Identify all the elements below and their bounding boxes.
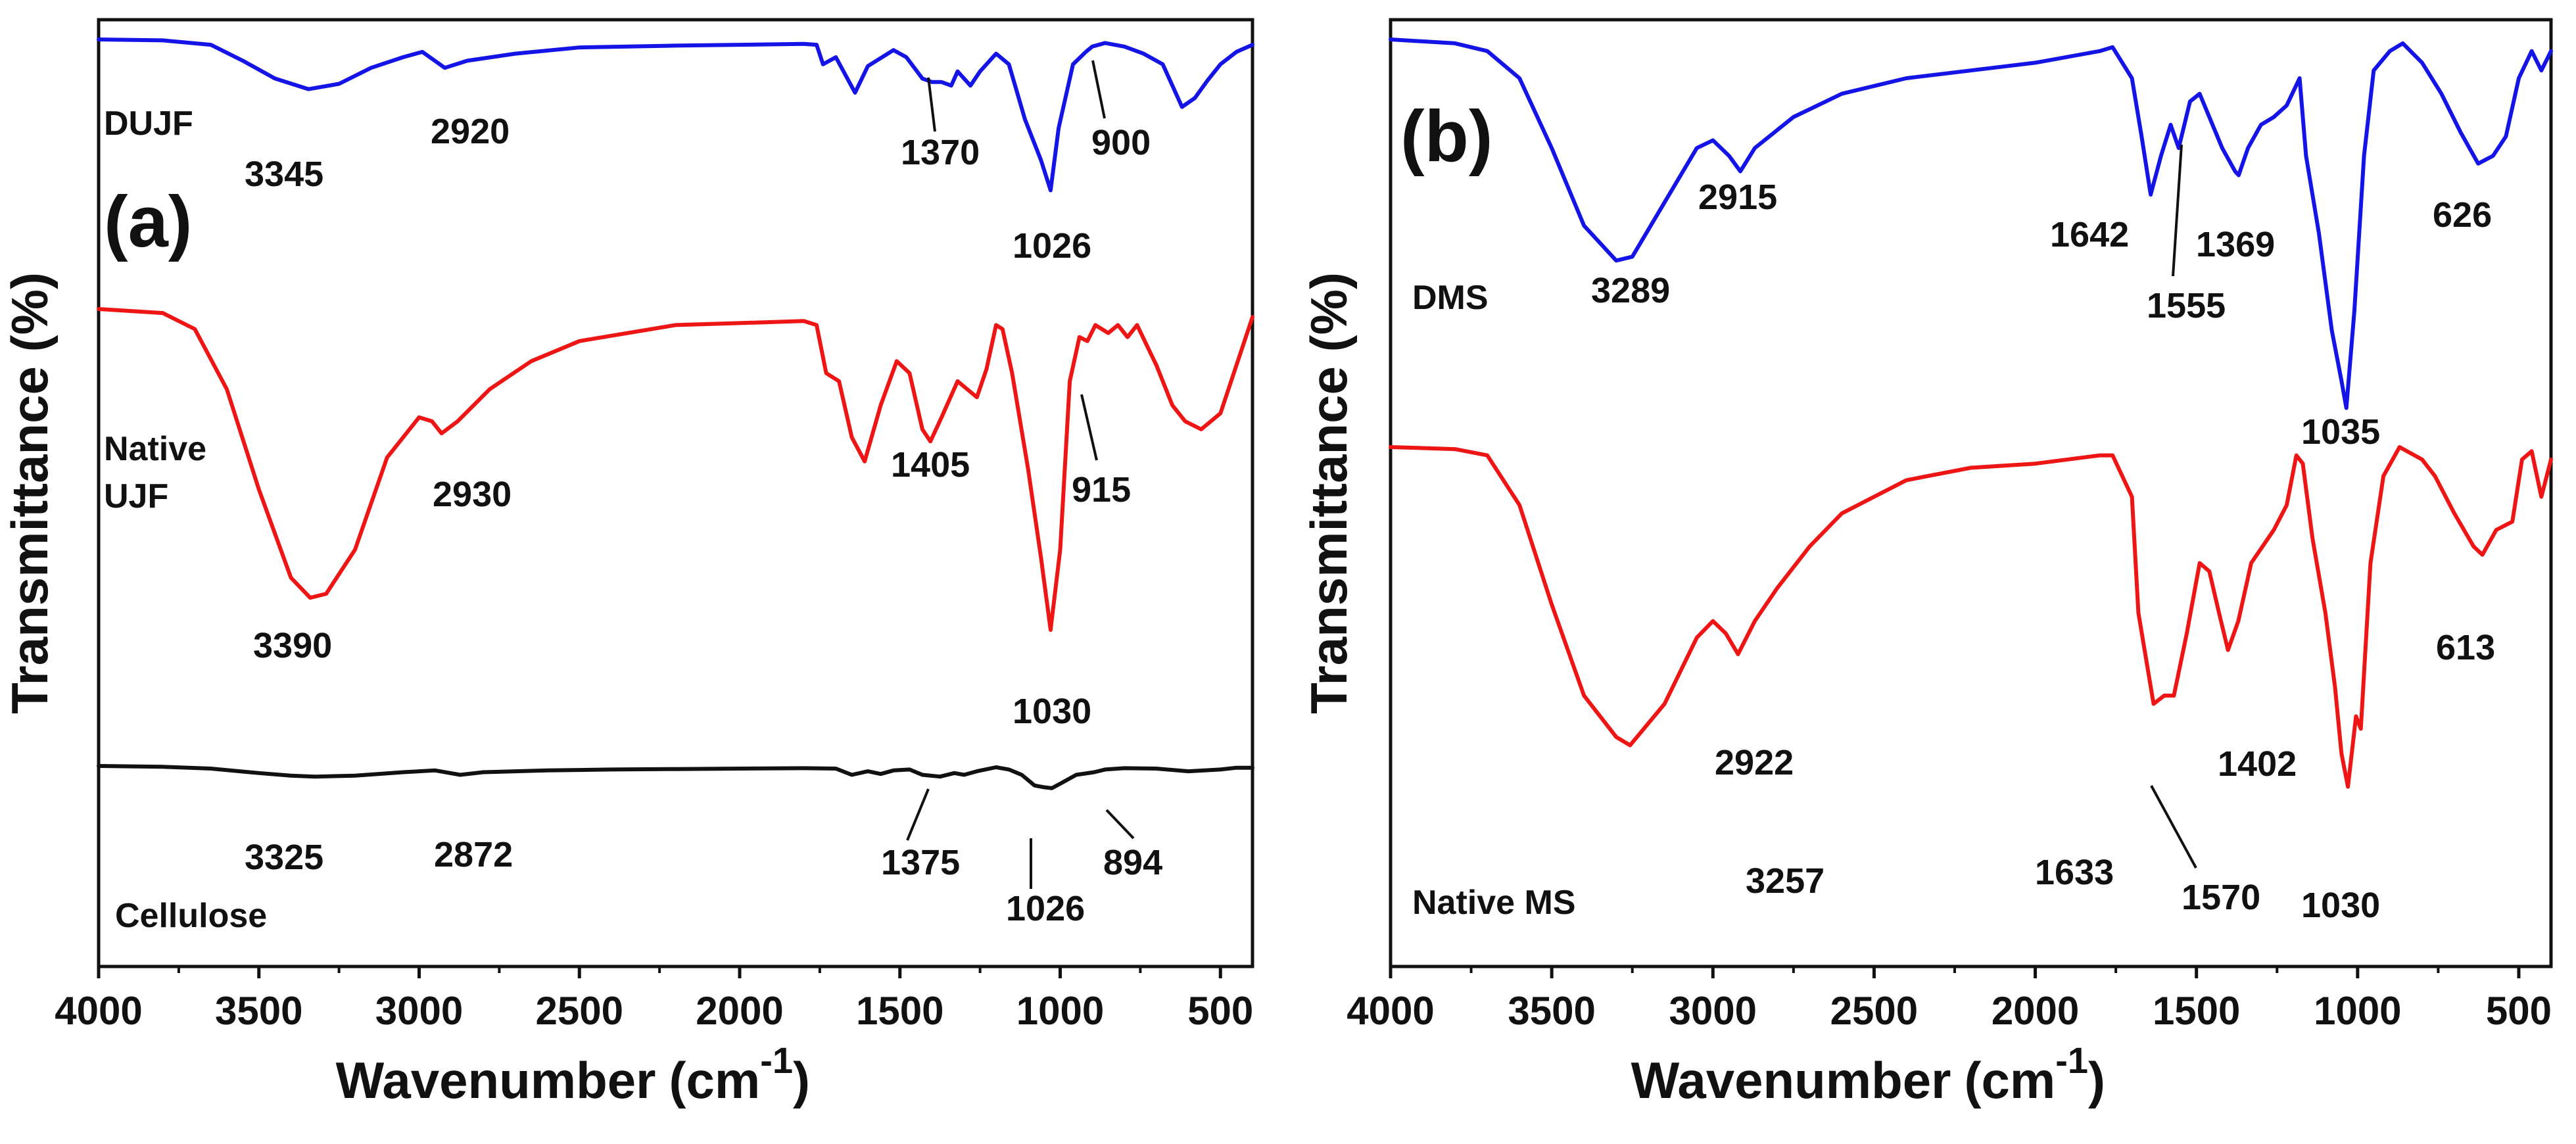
- peak-leader-line: [2150, 785, 2197, 869]
- panel-b: 4000 3500 3000 2500 2000 1500 1000 500 Wavenumbe…: [1300, 18, 2553, 1109]
- series-label: UJF: [104, 477, 168, 515]
- series-line-native-ujf: [97, 307, 1254, 632]
- series-line-native-ms: [1389, 445, 2553, 789]
- series-label: DMS: [1412, 279, 1489, 317]
- peak-leader-line: [927, 77, 936, 132]
- series-line-dujf: [97, 37, 1254, 193]
- peak-label: 1555: [2147, 286, 2226, 325]
- x-tick-label: 4000: [55, 989, 142, 1033]
- peak-leader-line: [1080, 394, 1098, 461]
- peak-leader-line: [906, 788, 930, 841]
- peak-label: 1030: [1013, 692, 1091, 731]
- panel-tag: (a): [104, 181, 192, 262]
- series-line-cellulose: [97, 764, 1254, 790]
- peak-label: 2920: [431, 112, 510, 151]
- peak-label: 2872: [434, 835, 513, 874]
- peak-label: 1402: [2218, 744, 2297, 784]
- x-tick-label: 500: [1187, 989, 1253, 1033]
- series-line-dms: [1389, 37, 2553, 410]
- peak-label: 1633: [2035, 853, 2114, 892]
- unit-exponent: -1: [2055, 1039, 2088, 1081]
- peak-label: 1030: [2301, 886, 2380, 925]
- peak-label: 3325: [245, 838, 323, 877]
- x-tick-label: 2500: [536, 989, 623, 1033]
- peak-label: 2930: [433, 475, 512, 514]
- x-axis-unit: (cm-1): [669, 1039, 811, 1109]
- peak-leader-line: [2172, 144, 2183, 277]
- peak-label: 1369: [2196, 225, 2275, 264]
- peak-label: 613: [2436, 628, 2495, 667]
- unit-exponent: -1: [760, 1039, 793, 1081]
- series-label: Cellulose: [115, 897, 267, 935]
- peak-label: 1570: [2182, 878, 2260, 917]
- y-axis-title: Transmittance (%): [1, 272, 59, 714]
- unit-base: cm: [1981, 1051, 2055, 1109]
- series-label: Native: [104, 430, 206, 468]
- panel-a: 4000 3500 3000 2500 2000 1500 1000 500 Wavenumbe…: [1, 18, 1254, 1109]
- plot-frame: [97, 18, 1254, 968]
- peak-label: 1035: [2301, 412, 2380, 452]
- peak-label: 1642: [2050, 215, 2129, 254]
- peak-label: 894: [1103, 843, 1162, 882]
- unit-close-paren: ): [793, 1051, 810, 1109]
- peak-label: 900: [1091, 123, 1151, 162]
- x-tick-label: 500: [2486, 989, 2552, 1033]
- x-tick-label: 1500: [856, 989, 943, 1033]
- peak-leader-line: [1091, 60, 1106, 119]
- peak-label: 3390: [253, 626, 332, 665]
- peak-label: 1026: [1013, 226, 1091, 266]
- peak-label: 3345: [245, 155, 323, 194]
- x-tick-label: 1000: [2314, 989, 2401, 1033]
- y-axis-title: Transmittance (%): [1300, 272, 1358, 714]
- peak-label: 1370: [901, 133, 980, 172]
- peak-label: 2922: [1715, 743, 1794, 782]
- unit-base: cm: [686, 1051, 760, 1109]
- x-axis-title: Wavenumber: [336, 1051, 656, 1109]
- peak-label: 3257: [1746, 861, 1825, 901]
- plot-frame: [1389, 18, 2553, 968]
- x-axis-unit: (cm-1): [1965, 1039, 2106, 1109]
- x-tick-label: 3500: [1508, 989, 1595, 1033]
- series-label: Native MS: [1412, 884, 1576, 922]
- unit-open-paren: (: [1965, 1051, 1982, 1109]
- x-tick-label: 4000: [1347, 989, 1434, 1033]
- x-tick-label: 3500: [215, 989, 302, 1033]
- panel-tag: (b): [1400, 96, 1492, 177]
- peak-label: 1375: [881, 843, 960, 882]
- peak-label: 3289: [1591, 271, 1670, 310]
- series-label: DUJF: [104, 105, 193, 143]
- unit-open-paren: (: [669, 1051, 686, 1109]
- peak-label: 1405: [891, 445, 970, 485]
- x-tick-label: 1000: [1016, 989, 1104, 1033]
- x-tick-label: 3000: [375, 989, 463, 1033]
- peak-label: 915: [1072, 470, 1131, 510]
- peak-label: 626: [2433, 195, 2492, 235]
- x-tick-label: 1500: [2153, 989, 2240, 1033]
- peak-leader-line: [1105, 809, 1135, 840]
- x-axis-title: Wavenumber: [1631, 1051, 1951, 1109]
- unit-close-paren: ): [2088, 1051, 2105, 1109]
- peak-label: 1026: [1006, 889, 1085, 928]
- x-tick-label: 3000: [1669, 989, 1757, 1033]
- x-tick-label: 2500: [1830, 989, 1918, 1033]
- peak-label: 2915: [1698, 178, 1777, 217]
- x-tick-label: 2000: [1992, 989, 2079, 1033]
- x-tick-label: 2000: [696, 989, 783, 1033]
